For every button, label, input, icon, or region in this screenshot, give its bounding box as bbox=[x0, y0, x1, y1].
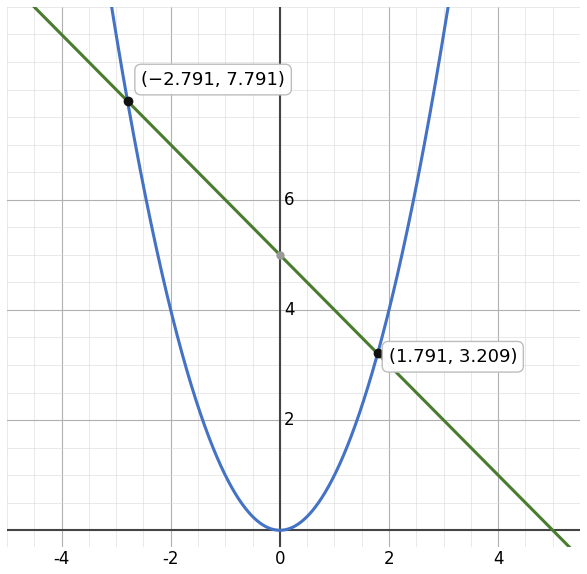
Text: (−2.791, 7.791): (−2.791, 7.791) bbox=[141, 71, 285, 88]
Text: 0: 0 bbox=[275, 549, 285, 568]
Text: -4: -4 bbox=[53, 549, 70, 568]
Text: (1.791, 3.209): (1.791, 3.209) bbox=[389, 348, 517, 366]
Text: 4: 4 bbox=[284, 301, 295, 319]
Text: 6: 6 bbox=[284, 191, 295, 209]
Text: 4: 4 bbox=[493, 549, 504, 568]
Text: 2: 2 bbox=[384, 549, 394, 568]
Text: -2: -2 bbox=[163, 549, 179, 568]
Text: 2: 2 bbox=[284, 411, 295, 429]
